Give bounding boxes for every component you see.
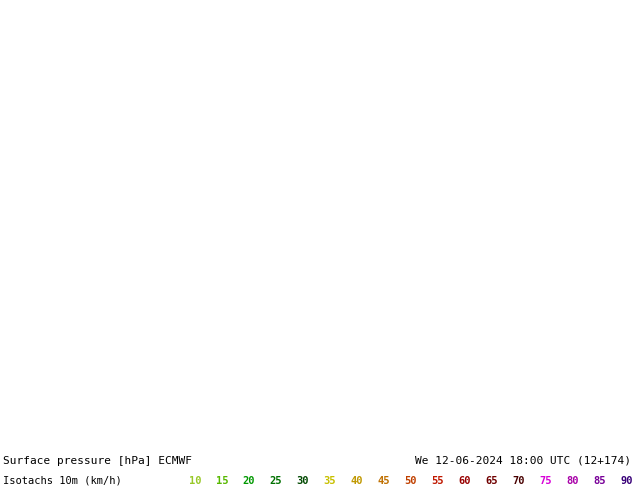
Text: Surface pressure [hPa] ECMWF: Surface pressure [hPa] ECMWF	[3, 456, 192, 466]
Text: 15: 15	[216, 476, 228, 486]
Text: 75: 75	[539, 476, 552, 486]
Text: Isotachs 10m (km/h): Isotachs 10m (km/h)	[3, 476, 122, 486]
Text: 85: 85	[593, 476, 605, 486]
Text: 30: 30	[297, 476, 309, 486]
Text: 40: 40	[351, 476, 363, 486]
Text: 55: 55	[431, 476, 444, 486]
Text: 60: 60	[458, 476, 471, 486]
Text: 70: 70	[512, 476, 525, 486]
Text: 90: 90	[620, 476, 633, 486]
Text: 10: 10	[189, 476, 202, 486]
Text: 25: 25	[270, 476, 282, 486]
Text: We 12-06-2024 18:00 UTC (12+174): We 12-06-2024 18:00 UTC (12+174)	[415, 456, 631, 466]
Text: 80: 80	[566, 476, 579, 486]
Text: 50: 50	[404, 476, 417, 486]
Text: 65: 65	[486, 476, 498, 486]
Text: 35: 35	[323, 476, 336, 486]
Text: 20: 20	[243, 476, 256, 486]
Text: 45: 45	[378, 476, 390, 486]
